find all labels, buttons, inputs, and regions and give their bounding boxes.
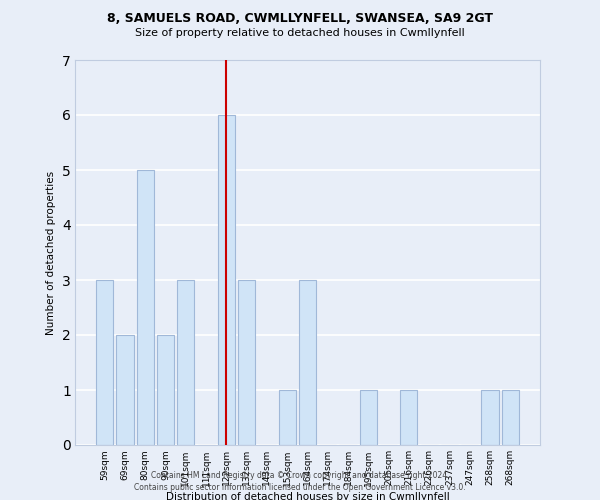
Text: 8, SAMUELS ROAD, CWMLLYNFELL, SWANSEA, SA9 2GT: 8, SAMUELS ROAD, CWMLLYNFELL, SWANSEA, S… [107, 12, 493, 26]
Bar [481, 390, 499, 445]
X-axis label: Distribution of detached houses by size in Cwmllynfell: Distribution of detached houses by size … [166, 492, 449, 500]
Text: Size of property relative to detached houses in Cwmllynfell: Size of property relative to detached ho… [135, 28, 465, 38]
Bar [96, 280, 113, 445]
Bar [137, 170, 154, 445]
Bar [502, 390, 519, 445]
Bar [360, 390, 377, 445]
Bar [157, 335, 174, 445]
Bar [299, 280, 316, 445]
Bar [278, 390, 296, 445]
Bar [116, 335, 134, 445]
Bar [177, 280, 194, 445]
Bar [238, 280, 255, 445]
Bar [400, 390, 418, 445]
Y-axis label: Number of detached properties: Number of detached properties [46, 170, 56, 334]
Bar [218, 115, 235, 445]
Text: Contains HM Land Registry data © Crown copyright and database right 2024.
Contai: Contains HM Land Registry data © Crown c… [134, 471, 466, 492]
